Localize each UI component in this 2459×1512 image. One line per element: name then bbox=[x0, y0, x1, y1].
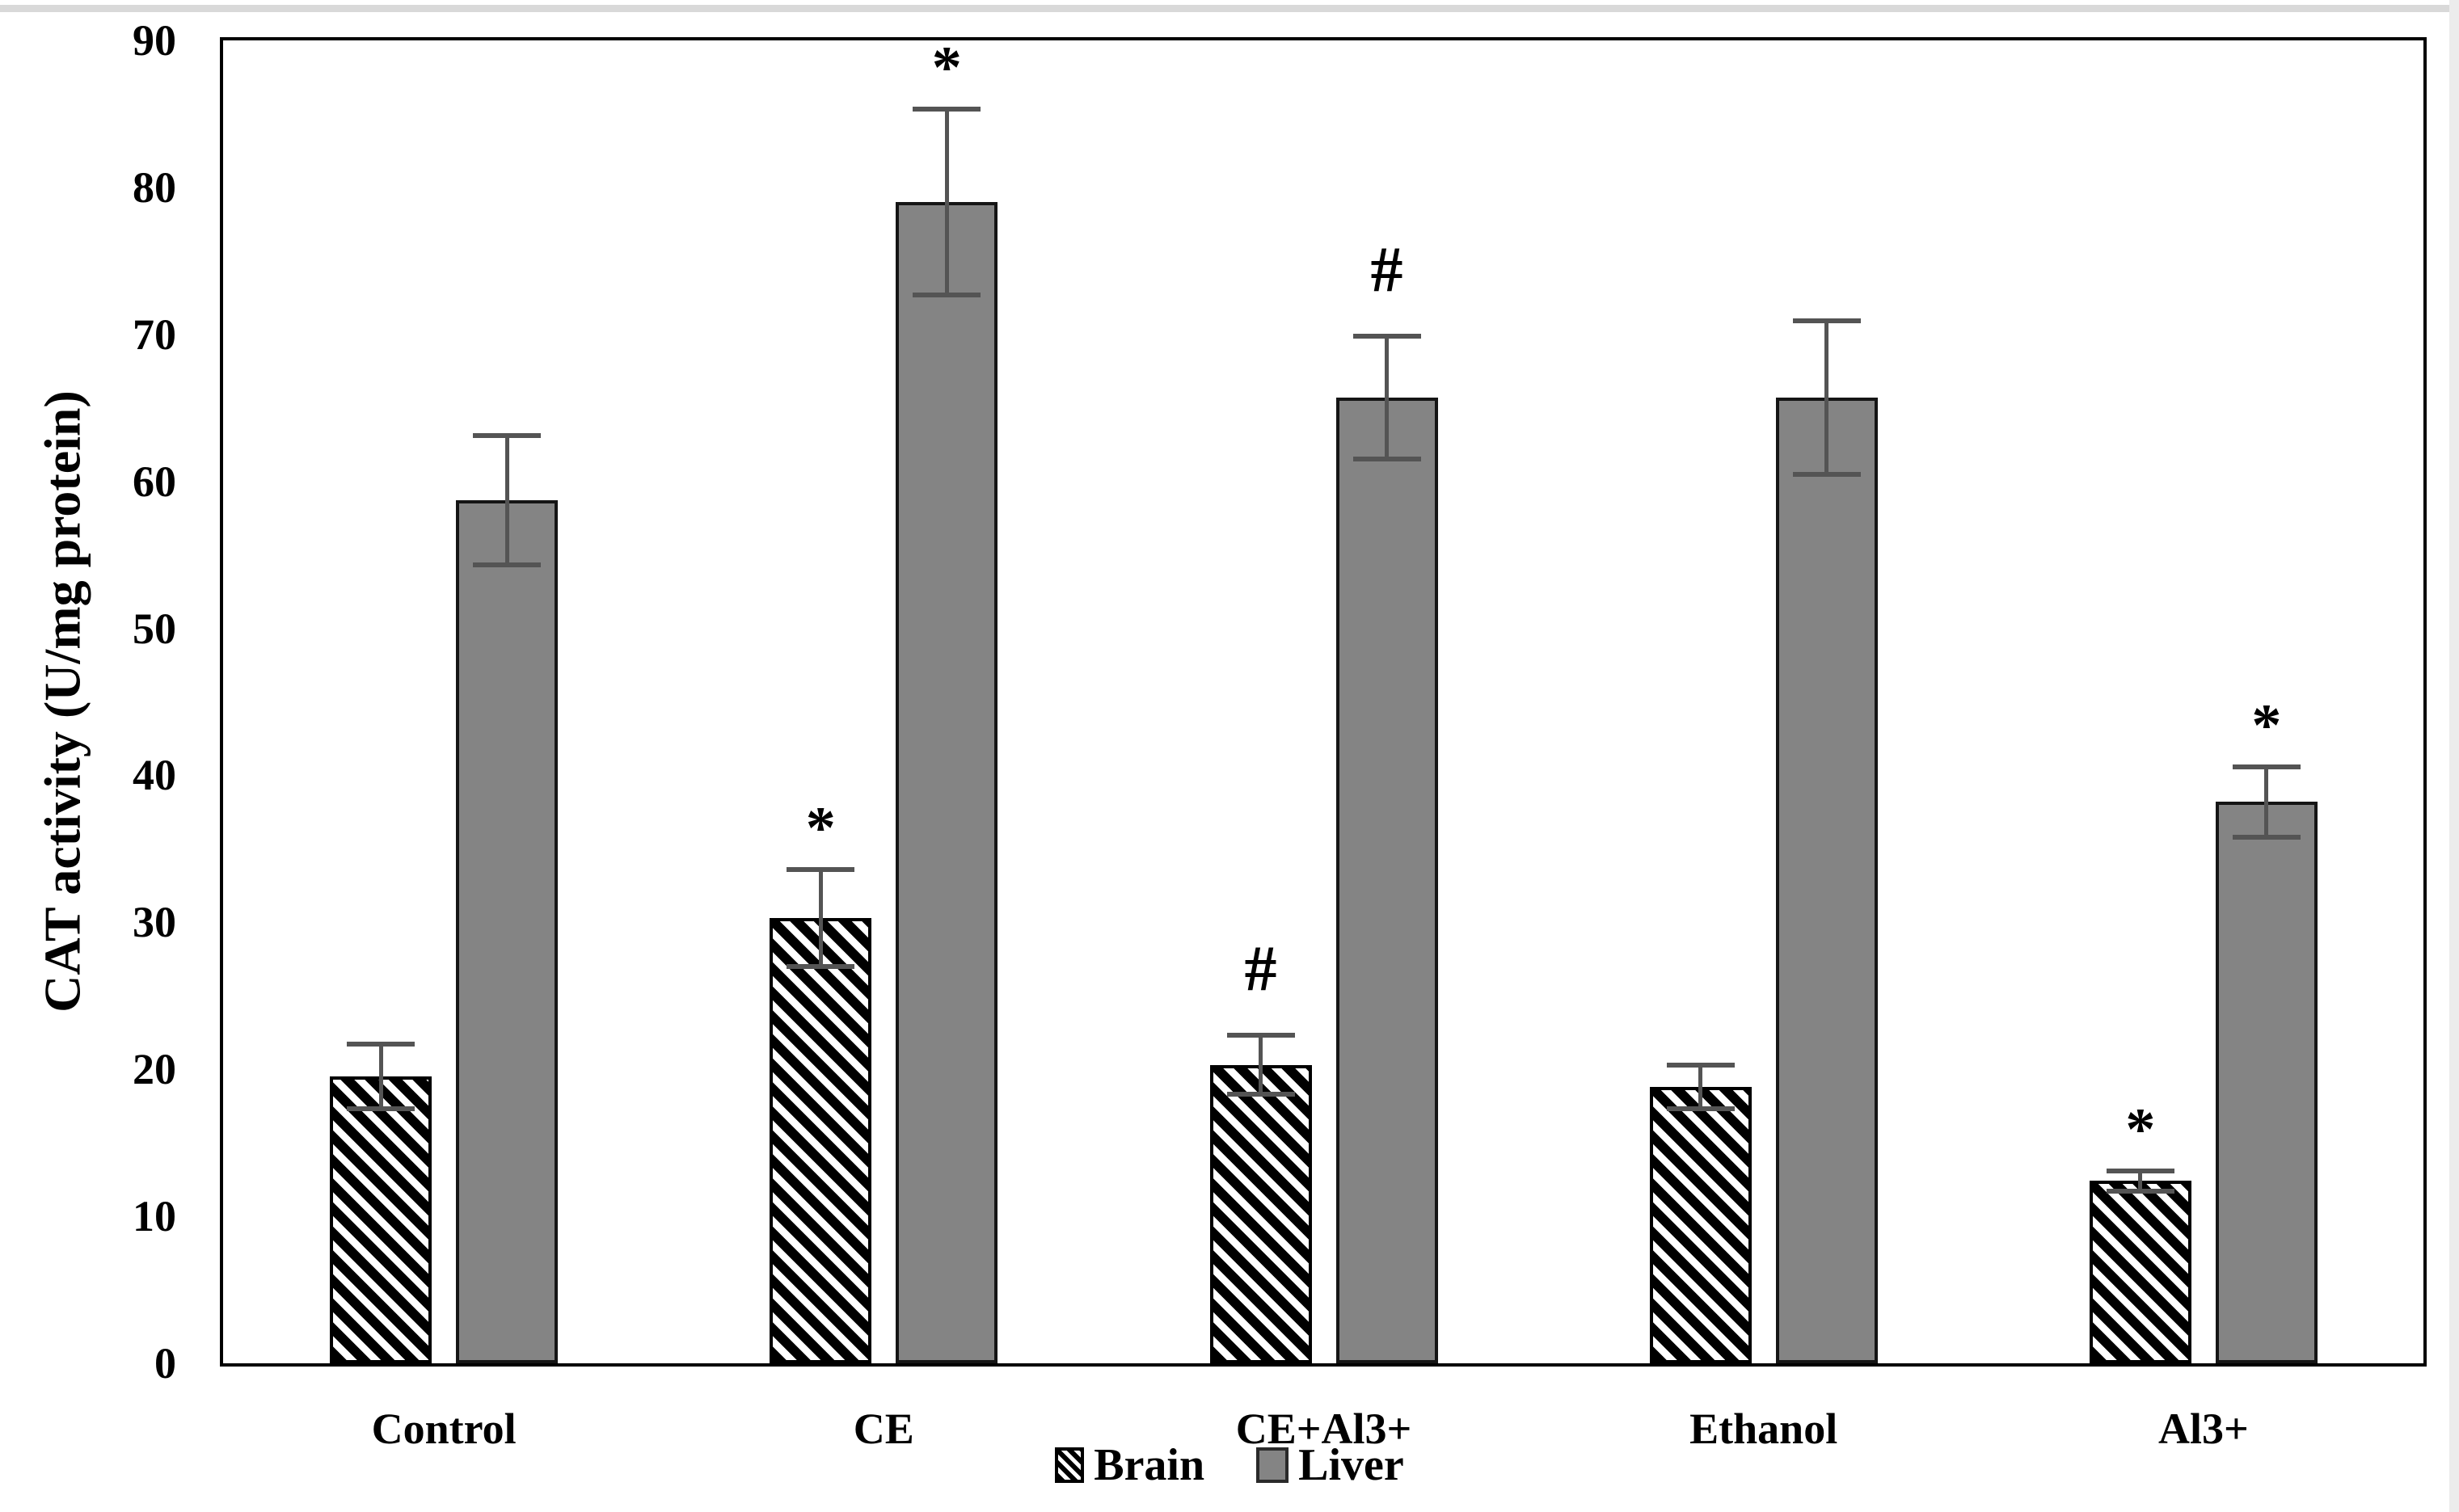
bar-liver-al3+ bbox=[2215, 802, 2318, 1363]
error-bar-cap bbox=[1226, 1033, 1295, 1038]
significance-annotation: * bbox=[931, 35, 962, 102]
error-bar bbox=[2138, 1170, 2143, 1192]
y-tick-label: 0 bbox=[154, 1339, 176, 1388]
error-bar bbox=[818, 869, 823, 967]
error-bar-cap bbox=[347, 1042, 415, 1047]
y-tick-label: 50 bbox=[133, 604, 176, 653]
x-category-label: Control bbox=[371, 1405, 517, 1453]
error-bar bbox=[1259, 1035, 1263, 1095]
y-tick-label: 20 bbox=[133, 1045, 176, 1094]
error-bar-cap bbox=[1226, 1092, 1295, 1097]
brain-hatched-swatch-icon bbox=[1055, 1447, 1085, 1483]
error-bar-cap bbox=[473, 433, 542, 439]
x-category-label: CE+Al3+ bbox=[1235, 1405, 1412, 1453]
y-tick-label: 80 bbox=[133, 162, 176, 212]
error-bar-cap bbox=[2106, 1189, 2174, 1194]
y-tick-label: 60 bbox=[133, 457, 176, 506]
error-bar-cap bbox=[473, 562, 542, 568]
significance-annotation: * bbox=[2125, 1096, 2156, 1163]
error-bar-cap bbox=[1352, 457, 1421, 462]
liver-solid-swatch-icon bbox=[1256, 1447, 1289, 1483]
error-bar-cap bbox=[1792, 471, 1861, 477]
y-tick-label: 30 bbox=[133, 898, 176, 947]
error-bar bbox=[504, 436, 509, 566]
bar-brain-ce+al3+ bbox=[1209, 1064, 1312, 1363]
error-bar-cap bbox=[913, 292, 981, 297]
x-category-label: Al3+ bbox=[2158, 1405, 2249, 1453]
y-tick-label: 70 bbox=[133, 310, 176, 359]
error-bar-cap bbox=[347, 1106, 415, 1112]
error-bar bbox=[1698, 1064, 1703, 1110]
bar-liver-ce bbox=[896, 202, 998, 1363]
legend-item-liver: Liver bbox=[1256, 1443, 1404, 1488]
window-top-edge bbox=[0, 5, 2459, 12]
significance-annotation: * bbox=[2251, 692, 2282, 759]
error-bar-cap bbox=[1666, 1106, 1735, 1112]
legend: Brain Liver bbox=[0, 1440, 2459, 1490]
error-bar-cap bbox=[2106, 1168, 2174, 1173]
bar-brain-al3+ bbox=[2089, 1181, 2191, 1363]
error-bar bbox=[1385, 335, 1389, 460]
x-category-label: Ethanol bbox=[1689, 1405, 1838, 1453]
legend-label-liver: Liver bbox=[1298, 1440, 1404, 1490]
error-bar bbox=[1824, 321, 1829, 474]
significance-annotation: # bbox=[1244, 933, 1277, 1005]
x-category-label: CE bbox=[853, 1405, 914, 1453]
error-bar-cap bbox=[1666, 1062, 1735, 1068]
bar-liver-control bbox=[456, 500, 559, 1363]
error-bar-cap bbox=[2232, 764, 2301, 769]
error-bar bbox=[2264, 766, 2269, 837]
y-tick-label: 10 bbox=[133, 1192, 176, 1241]
plot-area-frame bbox=[220, 37, 2427, 1367]
bar-brain-control bbox=[330, 1076, 432, 1363]
error-bar-cap bbox=[913, 107, 981, 112]
significance-annotation: # bbox=[1370, 234, 1403, 305]
error-bar bbox=[378, 1044, 383, 1110]
error-bar-cap bbox=[1792, 318, 1861, 324]
error-bar-cap bbox=[787, 963, 855, 969]
error-bar-cap bbox=[2232, 834, 2301, 840]
significance-annotation: * bbox=[805, 794, 836, 861]
y-tick-label: 40 bbox=[133, 751, 176, 800]
error-bar-cap bbox=[787, 866, 855, 872]
legend-label-brain: Brain bbox=[1094, 1440, 1205, 1490]
bar-brain-ce bbox=[770, 917, 872, 1363]
legend-item-brain: Brain bbox=[1055, 1443, 1204, 1488]
window-right-edge bbox=[2449, 0, 2459, 1512]
error-bar bbox=[944, 109, 949, 295]
y-tick-label: 90 bbox=[133, 16, 176, 65]
bar-liver-ethanol bbox=[1775, 397, 1878, 1363]
bar-brain-ethanol bbox=[1649, 1087, 1752, 1363]
error-bar-cap bbox=[1352, 333, 1421, 339]
y-axis-title: CAT activity (U/mg protein) bbox=[33, 390, 91, 1013]
bar-liver-ce+al3+ bbox=[1335, 397, 1438, 1363]
